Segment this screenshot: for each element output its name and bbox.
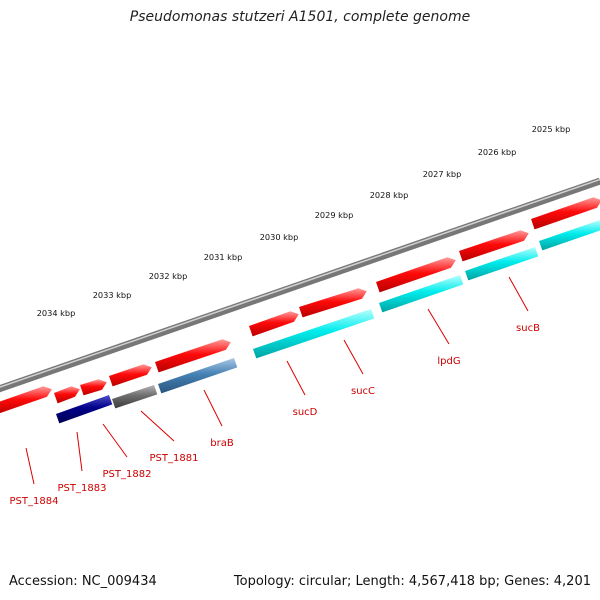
gene-leader-line <box>25 447 35 485</box>
accession-text: Accession: NC_009434 <box>9 574 157 589</box>
gene-leader-line <box>286 360 306 396</box>
forward-cds-arrow <box>54 386 80 404</box>
forward-cds-arrow <box>249 311 299 337</box>
gene-label: sucB <box>516 323 540 334</box>
ruler-tick-label: 2031 kbp <box>204 252 243 262</box>
ruler-tick-label: 2034 kbp <box>37 308 76 318</box>
ruler-tick-label: 2025 kbp <box>532 124 571 134</box>
ruler-tick-label: 2033 kbp <box>93 290 132 300</box>
forward-cds-arrow <box>155 339 231 373</box>
gene-leader-line <box>76 431 83 472</box>
ruler-tick-label: 2030 kbp <box>260 232 299 242</box>
genome-stats-text: Topology: circular; Length: 4,567,418 bp… <box>233 574 591 589</box>
feature-block <box>158 358 238 394</box>
ruler-label-layer: 2025 kbp 2026 kbp 2027 kbp 2028 kbp 2029 kbp… <box>37 124 571 318</box>
feature-block <box>539 220 600 251</box>
gene-leader-line <box>427 308 450 345</box>
forward-cds-arrow <box>376 257 456 293</box>
forward-cds-arrow <box>80 379 107 396</box>
gene-label: PST_1884 <box>10 496 59 507</box>
genome-backbone-highlight <box>0 178 600 388</box>
gene-label: PST_1882 <box>103 469 152 480</box>
gene-label: sucC <box>351 386 375 397</box>
gene-label: PST_1881 <box>150 453 199 464</box>
gene-label: braB <box>210 438 234 449</box>
feature-track <box>0 197 600 424</box>
map-title: Pseudomonas stutzeri A1501, complete gen… <box>129 9 471 25</box>
feature-block <box>379 275 464 313</box>
gene-label: lpdG <box>437 356 460 367</box>
gene-leader-line <box>203 389 223 427</box>
gene-label: PST_1883 <box>58 483 107 494</box>
feature-block <box>112 385 158 409</box>
forward-cds-arrow <box>0 386 52 414</box>
ruler-tick-label: 2027 kbp <box>423 169 462 179</box>
ruler-tick-label: 2026 kbp <box>478 147 517 157</box>
gene-leader-line <box>343 339 364 375</box>
forward-cds-arrow <box>459 230 529 262</box>
forward-cds-arrow <box>531 197 600 230</box>
genome-backbone <box>0 177 600 393</box>
forward-cds-arrow <box>299 288 367 318</box>
forward-cds-arrow <box>109 364 152 387</box>
ruler-tick-label: 2029 kbp <box>315 210 354 220</box>
gene-label-layer: PST_1884 PST_1883 PST_1882 PST_1881 braB sucD… <box>10 276 540 507</box>
ruler-tick-label: 2032 kbp <box>149 271 188 281</box>
gene-leader-line <box>102 423 128 458</box>
feature-block <box>253 309 375 359</box>
gene-leader-line <box>508 276 529 312</box>
feature-block <box>465 247 539 281</box>
feature-block <box>56 395 113 424</box>
gene-label: sucD <box>293 407 318 418</box>
gene-leader-line <box>140 410 175 442</box>
ruler-tick-label: 2028 kbp <box>370 190 409 200</box>
